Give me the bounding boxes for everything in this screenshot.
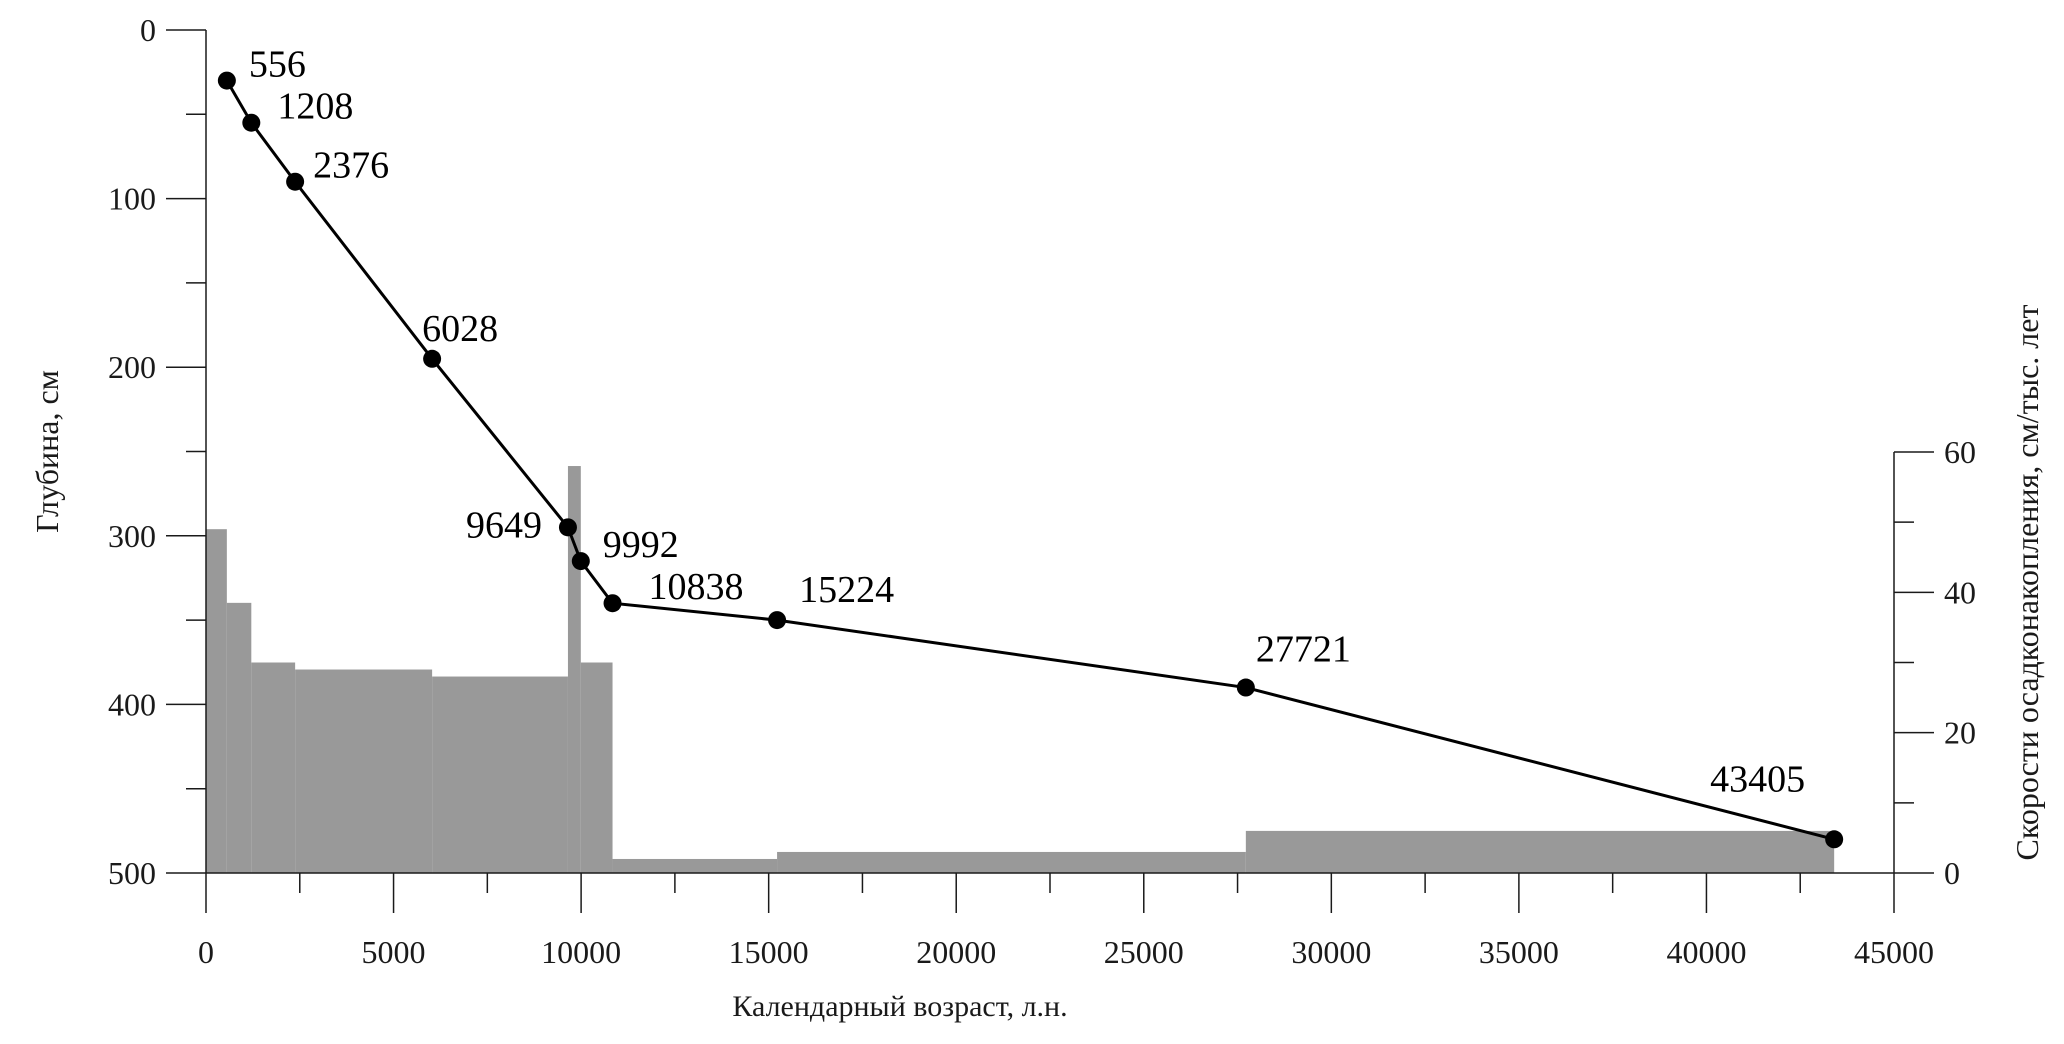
x-tick-label-7: 35000 xyxy=(1479,934,1559,970)
age-label-3: 6028 xyxy=(422,308,498,350)
rate-bar-3 xyxy=(295,669,433,873)
age-label-6: 10838 xyxy=(649,566,744,608)
x-axis-title: Календарный возраст, л.н. xyxy=(732,990,1067,1023)
age-point-7 xyxy=(768,611,787,630)
x-tick-label-0: 0 xyxy=(198,934,214,970)
age-label-0: 556 xyxy=(249,44,306,86)
rate-bar-7 xyxy=(612,858,778,873)
sedimentation-rate-area xyxy=(206,466,1835,873)
x-tick-label-8: 40000 xyxy=(1666,934,1746,970)
y-tick-label-2: 200 xyxy=(108,349,156,385)
x-tick-label-2: 10000 xyxy=(541,934,621,970)
age-point-8 xyxy=(1236,678,1255,697)
rate-bar-1 xyxy=(226,602,252,873)
axis-titles: Календарный возраст, л.н. Глубина, см Ск… xyxy=(29,305,2045,1023)
x-tick-label-6: 30000 xyxy=(1291,934,1371,970)
age-point-6 xyxy=(603,594,622,613)
y-tick-label-0: 0 xyxy=(140,12,156,48)
age-label-1: 1208 xyxy=(277,86,353,128)
y-tick-label-4: 400 xyxy=(108,686,156,722)
y2-tick-label-2: 40 xyxy=(1944,574,1976,610)
age-point-3 xyxy=(423,349,442,368)
rate-bar-4 xyxy=(432,676,568,873)
y2-axis-title: Скорости осадконакопления, см/тыс. лет xyxy=(2009,305,2045,861)
age-label-5: 9992 xyxy=(603,524,679,566)
age-label-4: 9649 xyxy=(466,504,542,546)
y2-tick-label-0: 0 xyxy=(1944,855,1960,891)
age-depth-polyline xyxy=(225,79,1835,841)
age-point-1 xyxy=(242,113,261,132)
x-tick-label-4: 20000 xyxy=(916,934,996,970)
y-axis-title: Глубина, см xyxy=(29,370,65,533)
age-depth-line xyxy=(225,79,1835,841)
rate-bar-8 xyxy=(777,851,1246,873)
age-label-9: 43405 xyxy=(1710,758,1805,800)
y2-tick-label-1: 20 xyxy=(1944,715,1976,751)
rate-bar-2 xyxy=(251,662,296,873)
rate-bar-0 xyxy=(206,529,227,873)
x-tick-label-3: 15000 xyxy=(729,934,809,970)
age-point-9 xyxy=(1825,830,1844,849)
age-label-7: 15224 xyxy=(799,569,894,611)
y-tick-label-5: 500 xyxy=(108,855,156,891)
age-point-0 xyxy=(217,71,236,90)
age-point-4 xyxy=(558,518,577,537)
age-label-2: 2376 xyxy=(313,145,389,187)
age-point-5 xyxy=(571,552,590,571)
y-tick-label-1: 100 xyxy=(108,181,156,217)
y2-tick-label-3: 60 xyxy=(1944,434,1976,470)
age-point-2 xyxy=(286,172,305,191)
age-label-8: 27721 xyxy=(1256,629,1351,671)
rate-bar-9 xyxy=(1245,830,1835,873)
x-tick-label-5: 25000 xyxy=(1104,934,1184,970)
x-tick-label-9: 45000 xyxy=(1854,934,1934,970)
rate-bar-6 xyxy=(580,662,613,873)
y-tick-label-3: 300 xyxy=(108,518,156,554)
x-tick-label-1: 5000 xyxy=(362,934,426,970)
